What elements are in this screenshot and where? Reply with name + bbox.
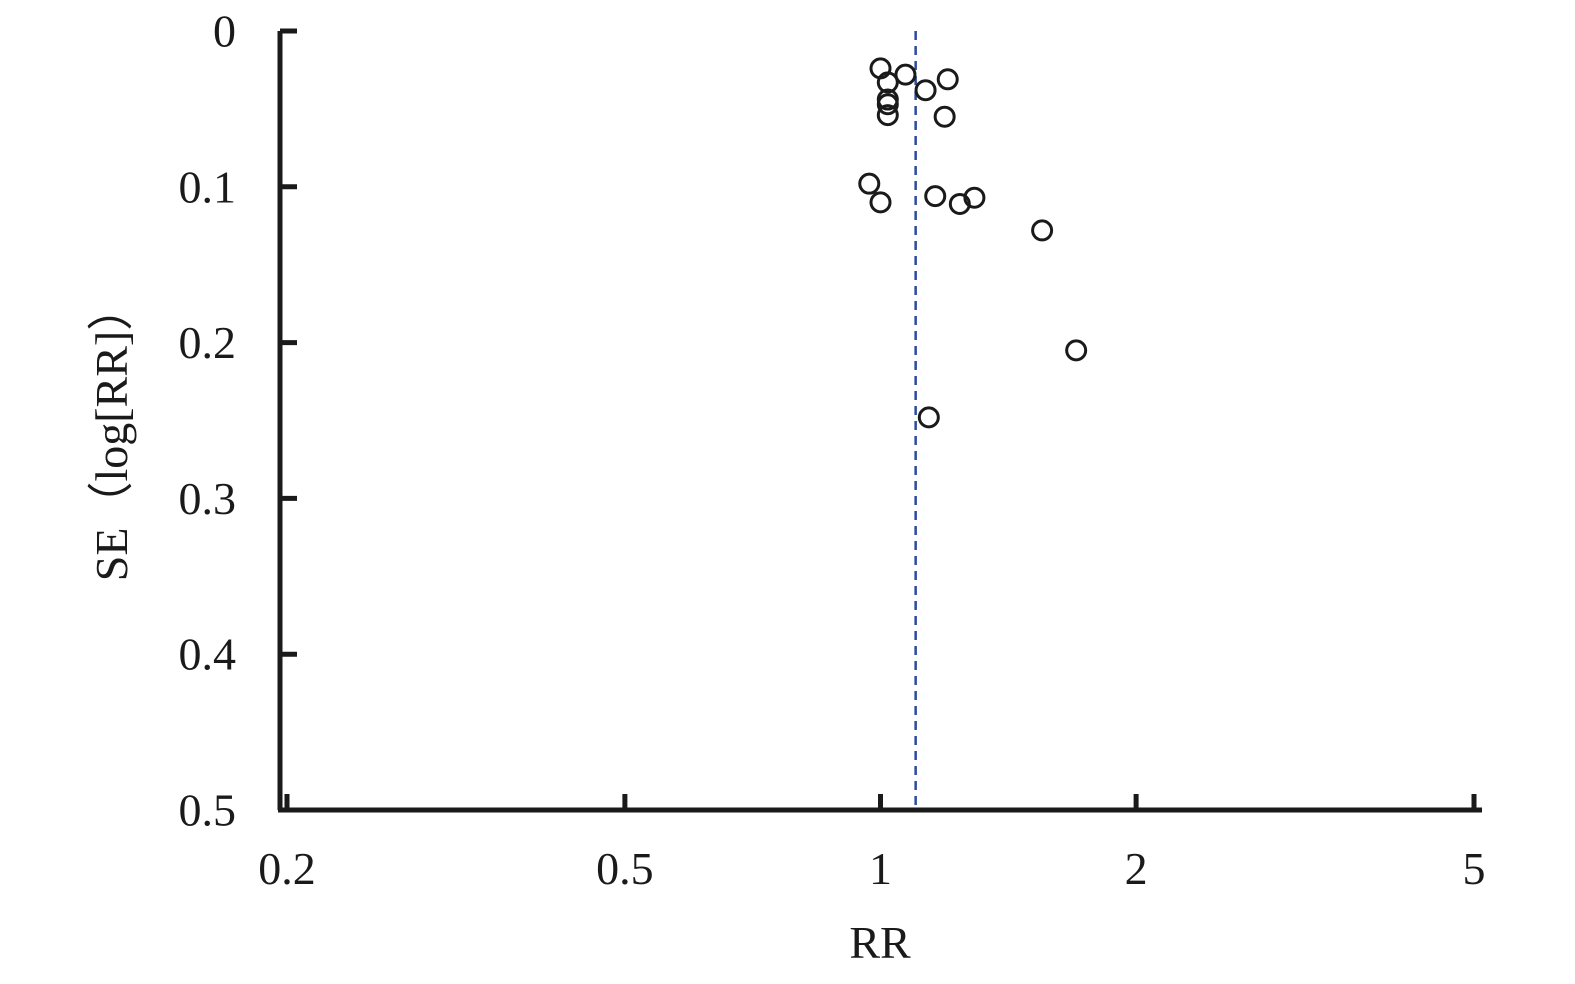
data-point xyxy=(858,172,881,195)
y-tick-label: 0 xyxy=(213,6,236,57)
y-tick-label: 0.4 xyxy=(179,629,237,680)
x-tick-label: 5 xyxy=(1463,843,1486,894)
y-tick-label: 0.1 xyxy=(179,161,237,212)
data-point xyxy=(933,105,956,128)
x-axis-title: RR xyxy=(849,917,911,968)
x-axis: 0.2 0.5 1 2 5 xyxy=(258,794,1486,894)
x-tick-label: 0.2 xyxy=(258,843,316,894)
data-point xyxy=(936,68,959,91)
y-tick-label: 0.5 xyxy=(179,785,237,836)
data-point xyxy=(914,79,937,102)
data-point xyxy=(876,104,899,127)
data-point xyxy=(917,406,940,429)
x-tick-label: 0.5 xyxy=(596,843,654,894)
y-tick-label: 0.2 xyxy=(179,317,237,368)
data-point xyxy=(894,63,917,86)
data-point xyxy=(876,93,899,116)
y-axis: 0 0.1 0.2 0.3 0.4 0.5 xyxy=(179,6,297,836)
data-point xyxy=(948,192,971,215)
data-points xyxy=(858,57,1088,429)
y-axis-title: SE（log[RR]） xyxy=(86,285,137,581)
x-tick-label: 2 xyxy=(1125,843,1148,894)
data-point xyxy=(876,71,899,94)
data-point xyxy=(924,185,947,208)
x-tick-label: 1 xyxy=(869,843,892,894)
data-point xyxy=(869,191,892,214)
data-point xyxy=(1031,219,1054,242)
y-tick-label: 0.3 xyxy=(179,473,237,524)
data-point xyxy=(1065,339,1088,362)
